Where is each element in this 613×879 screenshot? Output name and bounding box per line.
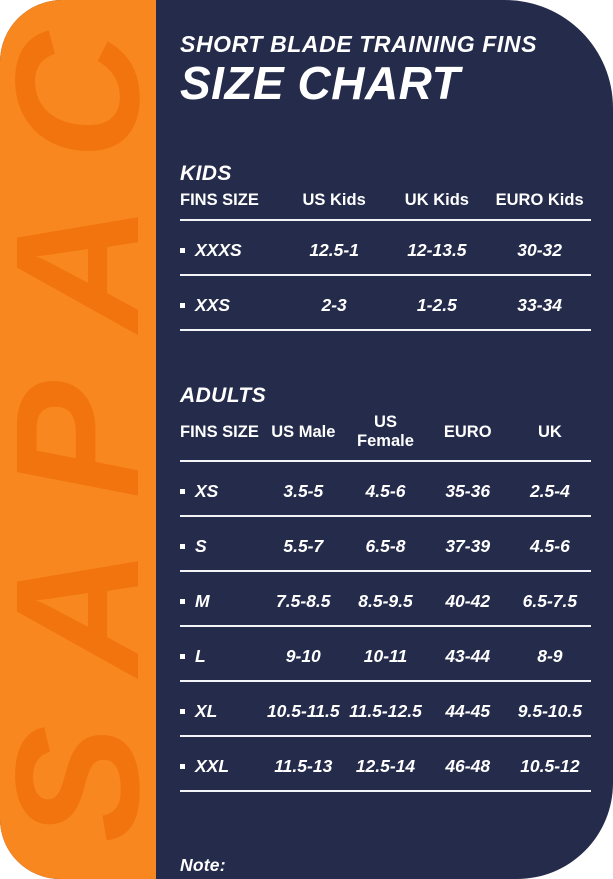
value-cell: 3.5-5: [283, 481, 324, 501]
bullet-icon: [180, 654, 185, 659]
brand-watermark: CAPAS: [0, 0, 156, 879]
page-title: SIZE CHART: [180, 57, 461, 109]
value-cell: 44-45: [445, 701, 491, 721]
table-header-row: FINS SIZE US Male US Female EURO UK: [180, 413, 591, 462]
watermark-letter: A: [0, 534, 156, 690]
value-cell: 1-2.5: [416, 295, 457, 315]
value-cell: 9-10: [285, 646, 321, 666]
watermark-letter: P: [0, 362, 156, 518]
fin-size-label: M: [195, 591, 210, 611]
table-header-row: FINS SIZE US Kids UK Kids EURO Kids: [180, 191, 591, 221]
brand-stripe: CAPAS: [0, 0, 156, 879]
value-cell: 12-13.5: [407, 240, 467, 260]
value-cell: 6.5-7.5: [522, 591, 578, 611]
fin-size-label: XL: [195, 701, 218, 721]
watermark-letter: C: [0, 18, 156, 174]
value-cell: 12.5-1: [309, 240, 359, 260]
value-cell: 4.5-6: [365, 481, 406, 501]
column-header: US Female: [357, 413, 414, 450]
watermark-letter: S: [0, 706, 156, 862]
fin-size-label: XXS: [195, 295, 231, 315]
fin-size-cell: XL: [180, 701, 262, 722]
note-block: Note: If you are in between size, users …: [180, 854, 591, 879]
product-subtitle: SHORT BLADE TRAINING FINS: [180, 31, 538, 57]
bullet-icon: [180, 248, 185, 253]
value-cell: 4.5-6: [529, 536, 570, 556]
fin-size-cell: XXS: [180, 295, 283, 316]
table-row: L 9-10 10-11 43-44 8-9: [180, 627, 591, 682]
fin-size-cell: XXL: [180, 756, 262, 777]
value-cell: 10.5-12: [520, 756, 580, 776]
bullet-icon: [180, 544, 185, 549]
content-area: SHORT BLADE TRAINING FINS SIZE CHART KID…: [180, 0, 591, 879]
value-cell: 6.5-8: [365, 536, 406, 556]
section-title: KIDS: [180, 162, 232, 185]
bullet-icon: [180, 303, 185, 308]
table-row: M 7.5-8.5 8.5-9.5 40-42 6.5-7.5: [180, 572, 591, 627]
table-row: XXS 2-3 1-2.5 33-34: [180, 276, 591, 331]
value-cell: 5.5-7: [283, 536, 324, 556]
bullet-icon: [180, 599, 185, 604]
fin-size-label: L: [195, 646, 206, 666]
value-cell: 43-44: [445, 646, 491, 666]
note-label: Note:: [180, 855, 226, 875]
value-cell: 37-39: [445, 536, 491, 556]
bullet-icon: [180, 709, 185, 714]
column-header: UK: [537, 422, 562, 441]
bullet-icon: [180, 489, 185, 494]
table-row: S 5.5-7 6.5-8 37-39 4.5-6: [180, 517, 591, 572]
column-header: US Male: [271, 422, 336, 441]
fin-size-cell: XXXS: [180, 240, 283, 261]
value-cell: 30-32: [517, 240, 562, 260]
value-cell: 9.5-10.5: [517, 701, 582, 721]
column-header: US Kids: [302, 191, 366, 209]
value-cell: 7.5-8.5: [276, 591, 331, 611]
table-row: XS 3.5-5 4.5-6 35-36 2.5-4: [180, 462, 591, 517]
value-cell: 2-3: [321, 295, 347, 315]
fin-size-cell: S: [180, 536, 262, 557]
value-cell: 46-48: [445, 756, 491, 776]
column-header: EURO: [443, 422, 492, 441]
fin-size-cell: M: [180, 591, 262, 612]
column-header: FINS SIZE: [180, 422, 259, 441]
note-text-line: If you are in between size, users with a…: [180, 876, 591, 879]
fin-size-label: XXXS: [195, 240, 242, 260]
column-header: UK Kids: [404, 191, 469, 209]
value-cell: 40-42: [445, 591, 491, 611]
value-cell: 11.5-13: [274, 756, 333, 776]
value-cell: 2.5-4: [529, 481, 570, 501]
chart-header: SHORT BLADE TRAINING FINS SIZE CHART: [180, 31, 591, 106]
value-cell: 8-9: [537, 646, 563, 666]
value-cell: 8.5-9.5: [358, 591, 413, 611]
fin-size-label: XXL: [195, 756, 230, 776]
table-row: XL 10.5-11.5 11.5-12.5 44-45 9.5-10.5: [180, 682, 591, 737]
fin-size-cell: L: [180, 646, 262, 667]
column-header: EURO Kids: [495, 191, 584, 209]
table-row: XXL 11.5-13 12.5-14 46-48 10.5-12: [180, 737, 591, 792]
adults-size-table: ADULTS FINS SIZE US Male US Female EURO UK XS 3…: [180, 384, 591, 792]
kids-size-table: KIDS FINS SIZE US Kids UK Kids EURO Kids XXXS…: [180, 162, 591, 331]
value-cell: 33-34: [517, 295, 562, 315]
fin-size-label: XS: [195, 481, 219, 501]
value-cell: 12.5-14: [355, 756, 416, 776]
watermark-letter: A: [0, 190, 156, 346]
section-title: ADULTS: [180, 384, 267, 407]
value-cell: 35-36: [445, 481, 491, 501]
bullet-icon: [180, 764, 185, 769]
value-cell: 10.5-11.5: [266, 701, 340, 721]
value-cell: 11.5-12.5: [349, 701, 422, 721]
value-cell: 10-11: [363, 646, 408, 666]
table-row: XXXS 12.5-1 12-13.5 30-32: [180, 221, 591, 276]
column-header: FINS SIZE: [180, 191, 259, 209]
fin-size-cell: XS: [180, 481, 262, 502]
fin-size-label: S: [195, 536, 207, 556]
